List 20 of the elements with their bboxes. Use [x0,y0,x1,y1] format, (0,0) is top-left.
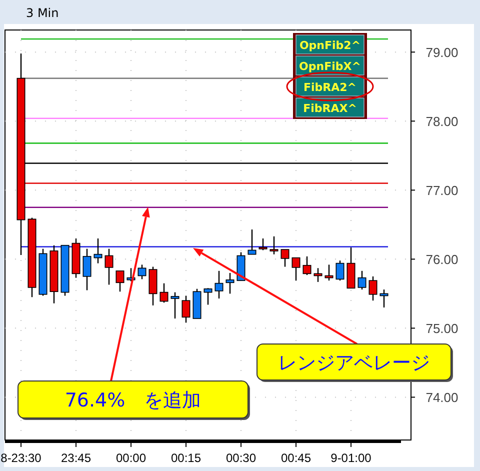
x-tick-label: 8-23:30 [0,451,42,465]
x-tick-label: 23:45 [60,451,92,465]
x-tick-label: 9-01:00 [330,451,372,465]
chart-title: 3 Min [26,6,59,20]
annotation: 76.4% を追加 [64,390,202,412]
x-tick-label: 00:30 [226,451,256,465]
y-tick-label: 79.00 [426,45,458,60]
annotation: レンジアベレージ [278,352,430,374]
annotation: FibRA2^ [303,81,357,94]
annotation: OpnFib2^ [299,39,361,52]
y-tick-label: 75.00 [426,321,458,336]
x-tick-label: 00:00 [116,451,146,465]
y-tick-label: 77.00 [426,183,458,198]
x-tick-label: 00:15 [170,451,202,465]
annotation: FibRAX^ [303,102,357,115]
y-tick-label: 76.00 [426,252,458,268]
y-tick-label: 78.00 [426,114,458,130]
annotation: OpnFibX^ [299,60,361,73]
x-tick-label: 00:45 [280,451,312,465]
y-tick-label: 74.00 [426,390,458,406]
